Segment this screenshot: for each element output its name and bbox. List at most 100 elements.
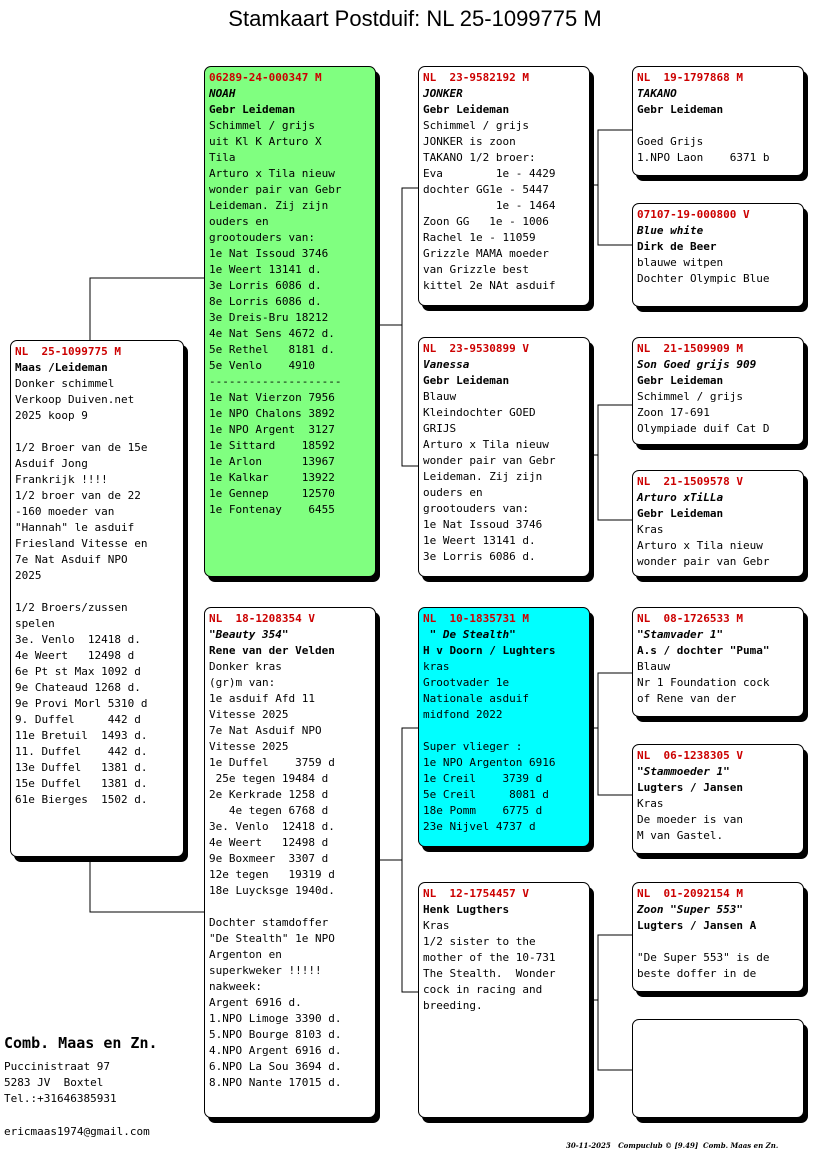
info-line: 2025 koop 9 xyxy=(15,409,88,422)
ring-number: 07107-19-000800 V xyxy=(637,208,750,221)
ring-number: NL 19-1797868 M xyxy=(637,71,743,84)
info-line: Blauw xyxy=(423,390,457,403)
info-line: 9e Boxmeer 3307 d xyxy=(209,852,329,865)
ring-number: NL 08-1726533 M xyxy=(637,612,743,625)
info-line: grootouders van: xyxy=(423,502,529,515)
info-line: Donker schimmel xyxy=(15,377,115,390)
info-line: Argenton en xyxy=(209,948,282,961)
owner-name: Lugters / Jansen A xyxy=(637,919,757,932)
info-line: 1e Arlon 13967 xyxy=(209,455,335,468)
info-line: 2025 xyxy=(15,569,42,582)
info-line: 23e Nijvel 4737 d xyxy=(423,820,536,833)
pigeon-card-father[interactable]: 06289-24-000347 M NOAH Gebr Leideman Schimm… xyxy=(204,66,376,577)
info-line: cock in racing and xyxy=(423,983,543,996)
info-line: Schimmel / grijs xyxy=(209,119,315,132)
info-line xyxy=(423,723,589,739)
pigeon-card-subject[interactable]: NL 25-1099775 M Maas /Leideman Donker schi… xyxy=(10,340,184,857)
info-line: 1e Creil 3739 d xyxy=(423,772,543,785)
info-line: kras xyxy=(423,660,450,673)
info-line: 3e Dreis-Bru 18212 xyxy=(209,311,329,324)
info-line: Verkoop Duiven.net xyxy=(15,393,135,406)
info-line: Vitesse 2025 xyxy=(209,740,289,753)
owner-name: Gebr Leideman xyxy=(637,374,724,387)
info-line: "De Stealth" 1e NPO xyxy=(209,932,335,945)
owner-name: Henk Lugthers xyxy=(423,903,510,916)
info-line: "Hannah" le asduif xyxy=(15,521,135,534)
info-line: Eva 1e - 4429 xyxy=(423,167,556,180)
info-line: 1.NPO Limoge 3390 d. xyxy=(209,1012,342,1025)
info-line: M van Gastel. xyxy=(637,829,724,842)
info-line: of Rene van der xyxy=(637,692,737,705)
pigeon-card-fff[interactable]: NL 19-1797868 M TAKANO Gebr Leideman Goed G… xyxy=(632,66,804,176)
pigeon-name: Son Goed grijs 909 xyxy=(637,358,757,371)
pigeon-name: TAKANO xyxy=(637,87,677,100)
pigeon-card-fmf[interactable]: NL 21-1509909 M Son Goed grijs 909 Gebr Le… xyxy=(632,337,804,445)
info-line: 1e Gennep 12570 xyxy=(209,487,335,500)
info-line: 1e Weert 13141 d. xyxy=(209,263,322,276)
info-line: 15e Duffel 1381 d. xyxy=(15,777,148,790)
pigeon-name: Blue white xyxy=(637,224,704,237)
info-line: 1e NPO Chalons 3892 xyxy=(209,407,335,420)
info-line xyxy=(15,584,183,600)
info-line: mother of the 10-731 xyxy=(423,951,556,964)
info-line: Kras xyxy=(637,523,664,536)
info-line: 7e Nat Asduif NPO xyxy=(209,724,322,737)
info-line: Grizzle MAMA moeder xyxy=(423,247,549,260)
info-line: Asduif Jong xyxy=(15,457,88,470)
info-line: Kleindochter GOED xyxy=(423,406,536,419)
info-line: uit Kl K Arturo X xyxy=(209,135,322,148)
info-line: Kras xyxy=(637,797,664,810)
pigeon-name: "Beauty 354" xyxy=(209,628,289,641)
info-line: 5.NPO Bourge 8103 d. xyxy=(209,1028,342,1041)
info-line: 11e Bretuil 1493 d. xyxy=(15,729,148,742)
owner-name: A.s / dochter "Puma" xyxy=(637,644,770,657)
info-line: 3e. Venlo 12418 d. xyxy=(209,820,335,833)
info-line: spelen xyxy=(15,617,55,630)
ring-number: NL 25-1099775 M xyxy=(15,345,121,358)
owner-name: Gebr Leideman xyxy=(209,103,296,116)
info-line: 1.NPO Laon 6371 b xyxy=(637,151,770,164)
info-line: Nationale asduif xyxy=(423,692,529,705)
info-line: 5e Creil 8081 d xyxy=(423,788,549,801)
ring-number: NL 23-9582192 M xyxy=(423,71,529,84)
info-line: 9e Chateaud 1268 d. xyxy=(15,681,141,694)
ring-number: NL 21-1509909 M xyxy=(637,342,743,355)
page-title: Stamkaart Postduif: NL 25-1099775 M xyxy=(228,6,602,31)
pigeon-card-mf[interactable]: NL 10-1835731 M " De Stealth" H v Doorn /… xyxy=(418,607,590,847)
info-line: Schimmel / grijs xyxy=(637,390,743,403)
pigeon-card-mother[interactable]: NL 18-1208354 V "Beauty 354" Rene van der … xyxy=(204,607,376,1118)
info-line: breeding. xyxy=(423,999,483,1012)
info-line: Olympiade duif Cat D xyxy=(637,422,770,435)
breeder-street: Puccinistraat 97 xyxy=(4,1060,110,1073)
info-line: -------------------- xyxy=(209,375,342,388)
info-line: 4e Nat Sens 4672 d. xyxy=(209,327,335,340)
pigeon-card-fmm[interactable]: NL 21-1509578 V Arturo xTiLLa Gebr Leidema… xyxy=(632,470,804,577)
pigeon-card-fm[interactable]: NL 23-9530899 V Vanessa Gebr Leideman Blauw… xyxy=(418,337,590,577)
ring-number: NL 12-1754457 V xyxy=(423,887,529,900)
pigeon-card-mfm[interactable]: NL 06-1238305 V "Stammoeder 1" Lugters / J… xyxy=(632,744,804,854)
pigeon-name: "Stammoeder 1" xyxy=(637,765,730,778)
pigeon-card-mmm[interactable] xyxy=(632,1019,804,1118)
pigeon-card-mff[interactable]: NL 08-1726533 M "Stamvader 1" A.s / dochte… xyxy=(632,607,804,717)
ring-number: NL 21-1509578 V xyxy=(637,475,743,488)
info-line: 1e Weert 13141 d. xyxy=(423,534,536,547)
info-line: 9e Provi Morl 5310 d xyxy=(15,697,148,710)
info-line: 4e tegen 6768 d xyxy=(209,804,329,817)
info-line: TAKANO 1/2 broer: xyxy=(423,151,536,164)
info-line: GRIJS xyxy=(423,422,457,435)
info-line: "De Super 553" is de xyxy=(637,951,770,964)
pigeon-card-ffm[interactable]: 07107-19-000800 V Blue white Dirk de Beer b… xyxy=(632,203,804,307)
info-line: 1e Nat Issoud 3746 xyxy=(423,518,543,531)
pigeon-card-mmf[interactable]: NL 01-2092154 M Zoon "Super 553" Lugters /… xyxy=(632,882,804,992)
pigeon-card-mm[interactable]: NL 12-1754457 V Henk Lugthers Kras 1/2 sist… xyxy=(418,882,590,1118)
info-line: ouders en xyxy=(209,215,269,228)
owner-name: Maas /Leideman xyxy=(15,361,108,374)
info-line: Goed Grijs xyxy=(637,135,704,148)
info-line: The Stealth. Wonder xyxy=(423,967,556,980)
pigeon-name: " De Stealth" xyxy=(423,628,516,641)
info-line: 1/2 sister to the xyxy=(423,935,536,948)
info-line: 25e tegen 19484 d xyxy=(209,772,329,785)
pigeon-card-ff[interactable]: NL 23-9582192 M JONKER Gebr Leideman Schimm… xyxy=(418,66,590,306)
info-line xyxy=(209,899,375,915)
info-line: 1e NPO Argenton 6916 xyxy=(423,756,556,769)
